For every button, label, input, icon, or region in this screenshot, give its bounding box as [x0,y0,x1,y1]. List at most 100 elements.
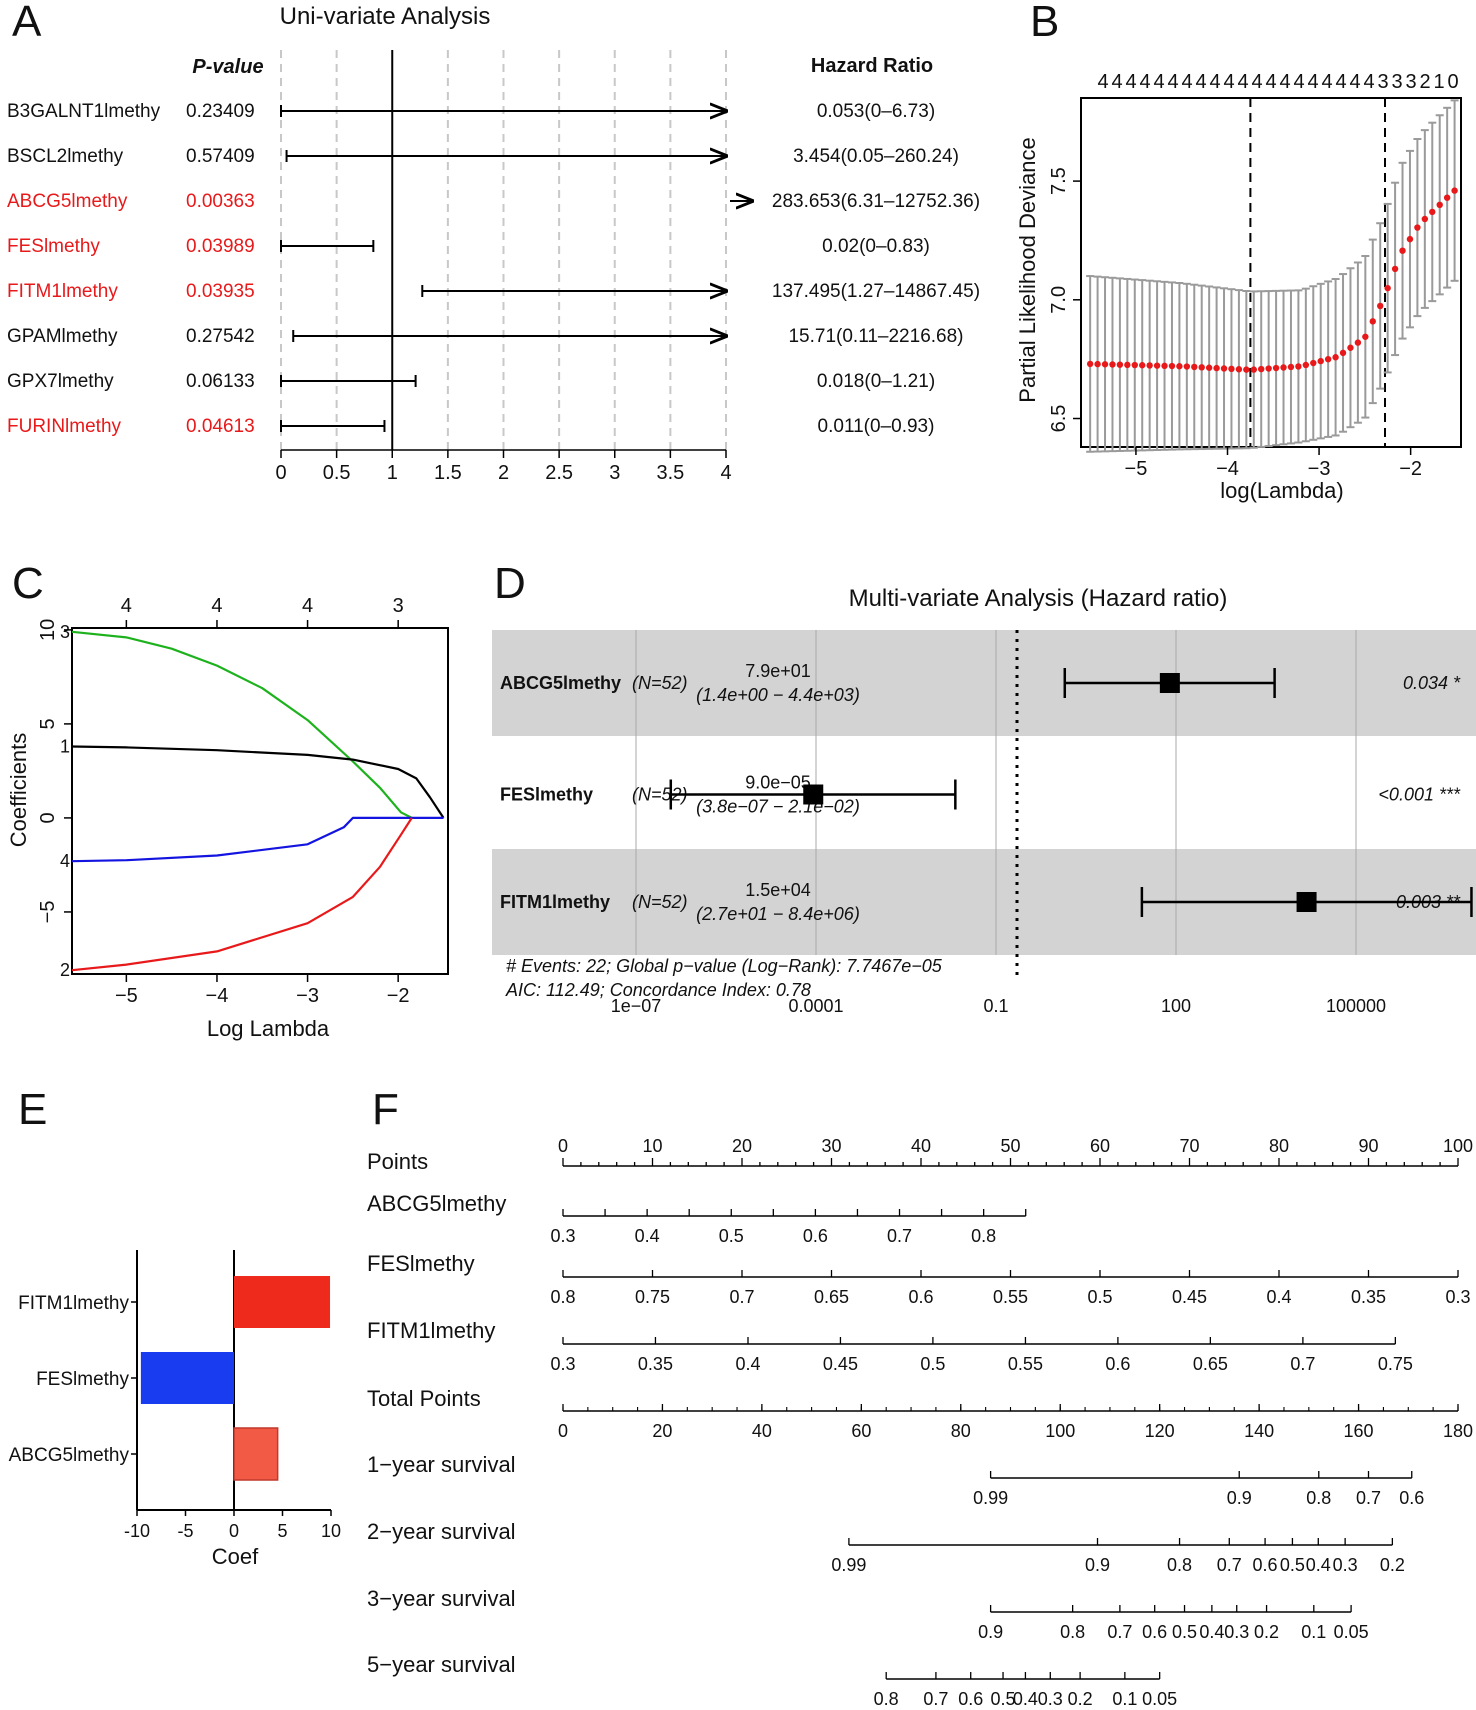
category-label: FESlmethy [36,1369,129,1390]
deviance-point [1429,208,1436,216]
nonzero-count-label: 0 [1447,71,1458,93]
scale-tick-label: 0.5 [920,1354,945,1374]
panel-d-rows: ABCG5lmethy (N=52) 7.9e+01 (1.4e+00 − 4.4e+… [500,661,1473,924]
scale-tick-label: 0.35 [1351,1287,1386,1307]
scale-tick-label: 0.6 [1142,1622,1167,1642]
deviance-point [1101,361,1109,368]
panel-c-data: 3 1 4 2 [60,622,445,980]
scale-tick-label: 0.35 [638,1354,673,1374]
deviance-point [1354,339,1362,346]
p-value: <0.001 *** [1378,785,1461,805]
deviance-point [1384,284,1391,292]
scale-tick-label: 0.65 [814,1287,849,1307]
deviance-point [1317,357,1324,365]
x-tick-label: −3 [296,985,319,1007]
row-label: FITM1lmethy [367,1318,495,1343]
scale-tick-label: 0.7 [1356,1488,1381,1508]
deviance-point [1406,235,1414,243]
deviance-point [1287,363,1295,371]
top-tick-label: 4 [302,595,313,617]
hazard-ratio-text: 3.454(0.05–260.24) [793,146,959,167]
scale-tick-label: 0.7 [923,1689,948,1709]
scale-tick-label: 0.6 [1399,1488,1424,1508]
deviance-point [1153,362,1161,369]
nonzero-count-label: 4 [1265,71,1276,93]
hazard-ratio-header: Hazard Ratio [811,55,933,77]
scale-tick-label: 0.1 [1112,1689,1137,1709]
points-tick-label: 100 [1443,1136,1473,1156]
p-value: 0.04613 [186,416,255,437]
deviance-point [1086,360,1094,368]
scale-tick-label: 20 [652,1421,672,1441]
variable-name: ABCG5lmethy [7,191,128,212]
scale-tick-label: 0.05 [1142,1689,1177,1709]
p-value: 0.034 * [1403,673,1461,693]
panel-a-rows: B3GALNT1lmethy 0.23409 0.053(0–6.73) BSCL2l… [7,101,980,437]
x-tick-label: 1e−07 [611,996,662,1016]
x-tick-label: -5 [177,1521,193,1541]
top-tick-label: 4 [121,595,132,617]
panel-label-b: B [1030,0,1059,46]
scale-tick-label: 0.7 [1107,1622,1132,1642]
y-tick-label: −5 [37,901,59,924]
deviance-point [1421,215,1429,223]
deviance-point [1332,354,1339,361]
nonzero-count-label: 4 [1237,71,1248,93]
scale-tick-label: 0.2 [1068,1689,1093,1709]
nonzero-count-label: 2 [1419,71,1430,93]
hazard-ratio-value: 1.5e+04 [745,880,811,900]
variable-name: FESlmethy [500,785,593,805]
x-tick-label: 4 [720,462,731,484]
nonzero-count-label: 4 [1195,71,1206,93]
deviance-point [1443,194,1451,201]
confidence-interval: (3.8e−07 − 2.1e−02) [696,797,860,817]
scale-tick-label: 0.9 [1085,1555,1110,1575]
deviance-point [1250,366,1257,373]
points-tick-label: 0 [558,1136,568,1156]
panel-c-frame [71,627,449,975]
scale-tick-label: 0.8 [874,1689,899,1709]
x-tick-label: 100 [1161,996,1191,1016]
scale-tick-label: 0.3 [550,1354,575,1374]
panel-label-c: C [12,559,44,608]
coef-path-1 [71,745,445,819]
scale-tick-label: 0.3 [1333,1555,1358,1575]
scale-tick-label: 0.55 [1008,1354,1043,1374]
deviance-point [1369,318,1376,325]
row-band [492,630,1476,736]
p-value: 0.03989 [186,236,255,257]
panel-b-ylabel: Partial Likelihood Deviance [1015,137,1040,402]
scale-tick-label: 0 [558,1421,568,1441]
panel-d-footnote-events: # Events: 22; Global p−value (Log−Rank):… [506,956,943,976]
scale-tick-label: 0.1 [1301,1622,1326,1642]
deviance-point [1391,265,1399,273]
panel-a-title: Uni-variate Analysis [280,3,491,30]
scale-tick-label: 0.5 [1280,1555,1305,1575]
x-tick-label: −5 [1125,458,1148,480]
scale-tick-label: 0.8 [971,1226,996,1246]
scale-tick-label: 180 [1443,1421,1473,1441]
top-tick-label: 3 [393,595,404,617]
scale-tick-label: 0.5 [1087,1287,1112,1307]
scale-tick-label: 0.2 [1254,1622,1279,1642]
scale-tick-label: 0.3 [1038,1689,1063,1709]
points-tick-label: 50 [1000,1136,1020,1156]
scale-tick-label: 140 [1244,1421,1274,1441]
deviance-point [1161,362,1168,370]
deviance-point [1205,364,1213,371]
deviance-point [1139,362,1146,369]
variable-name: GPAMlmethy [7,326,118,347]
y-tick-label: 7.0 [1048,286,1070,314]
coef-bar [140,1352,234,1404]
scale-tick-label: 80 [951,1421,971,1441]
y-tick-label: 0 [37,812,59,823]
row-label: 2−year survival [367,1519,516,1544]
deviance-point [1094,360,1101,368]
deviance-point [1414,224,1421,231]
points-tick-label: 20 [732,1136,752,1156]
scale-tick-label: 0.4 [1199,1622,1224,1642]
nonzero-count-label: 4 [1363,71,1374,93]
deviance-point [1347,344,1354,351]
variable-name: ABCG5lmethy [500,673,621,693]
deviance-point [1235,366,1243,373]
